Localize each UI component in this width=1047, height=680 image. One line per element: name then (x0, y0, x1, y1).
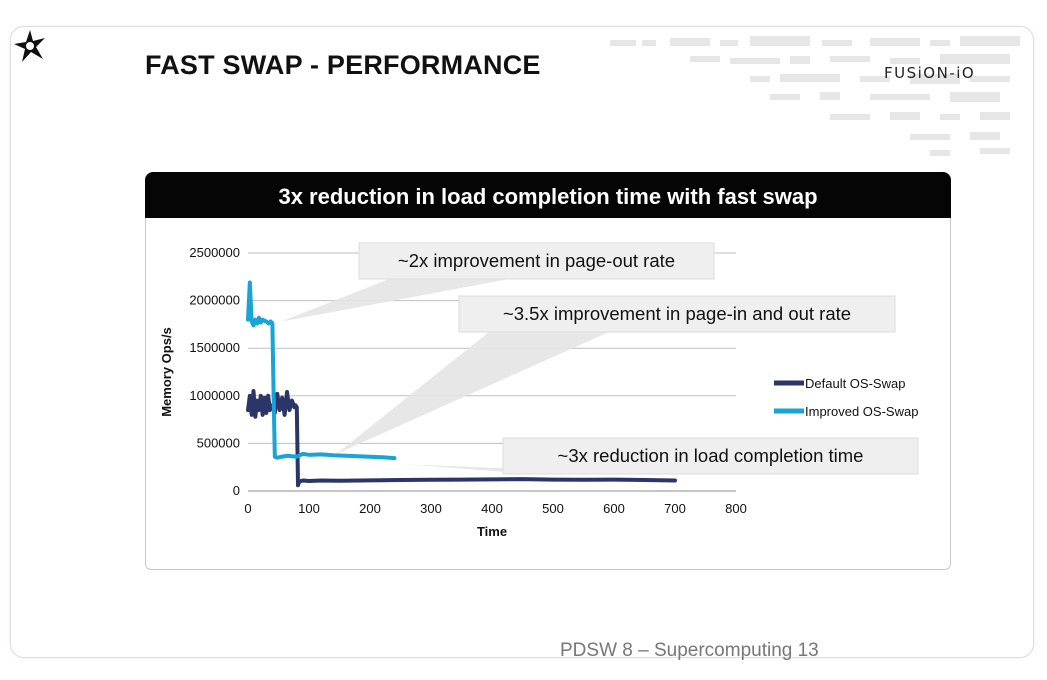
legend-entry: Default OS-Swap (805, 376, 905, 391)
callout-pointer (336, 332, 609, 454)
series-line-default-os-swap (246, 389, 677, 488)
x-tick-label: 200 (359, 501, 381, 516)
annotation-text: ~3x reduction in load completion time (558, 445, 864, 466)
x-tick-label: 800 (725, 501, 747, 516)
chart-headline: 3x reduction in load completion time wit… (145, 172, 951, 218)
company-star-logo (14, 30, 45, 62)
y-tick-label: 2500000 (189, 245, 240, 260)
annotation-box (458, 295, 896, 333)
x-tick-label: 600 (603, 501, 625, 516)
y-tick-label: 2000000 (189, 293, 240, 308)
brand-logo-text: FUSiON-iO (884, 64, 976, 82)
series-line-improved-os-swap (246, 280, 397, 461)
y-tick-label: 0 (233, 483, 240, 498)
x-tick-label: 700 (664, 501, 686, 516)
x-axis-label: Time (477, 524, 507, 539)
x-tick-label: 300 (420, 501, 442, 516)
decorative-pattern (610, 36, 1020, 156)
x-tick-label: 500 (542, 501, 564, 516)
y-tick-label: 500000 (197, 435, 240, 450)
legend-entry: Improved OS-Swap (805, 404, 918, 419)
callout-pointer (281, 279, 509, 322)
x-tick-label: 400 (481, 501, 503, 516)
y-tick-label: 1500000 (189, 340, 240, 355)
slide-footer: PDSW 8 – Supercomputing 13 (560, 640, 819, 661)
slide-title: FAST SWAP - PERFORMANCE (145, 50, 541, 80)
y-axis-label: Memory Ops/s (159, 327, 174, 417)
x-tick-label: 0 (244, 501, 251, 516)
x-tick-label: 100 (298, 501, 320, 516)
annotation-box (358, 242, 715, 280)
annotation-text: ~2x improvement in page-out rate (398, 250, 675, 271)
chart-panel: 0 500000 1000000 1500000 2000000 2500000 0 100 2… (145, 218, 951, 570)
annotation-box (502, 437, 919, 475)
y-tick-label: 1000000 (189, 388, 240, 403)
annotation-text: ~3.5x improvement in page-in and out rat… (503, 303, 851, 324)
line-chart: 0 500000 1000000 1500000 2000000 2500000 0 100 2… (159, 242, 919, 539)
